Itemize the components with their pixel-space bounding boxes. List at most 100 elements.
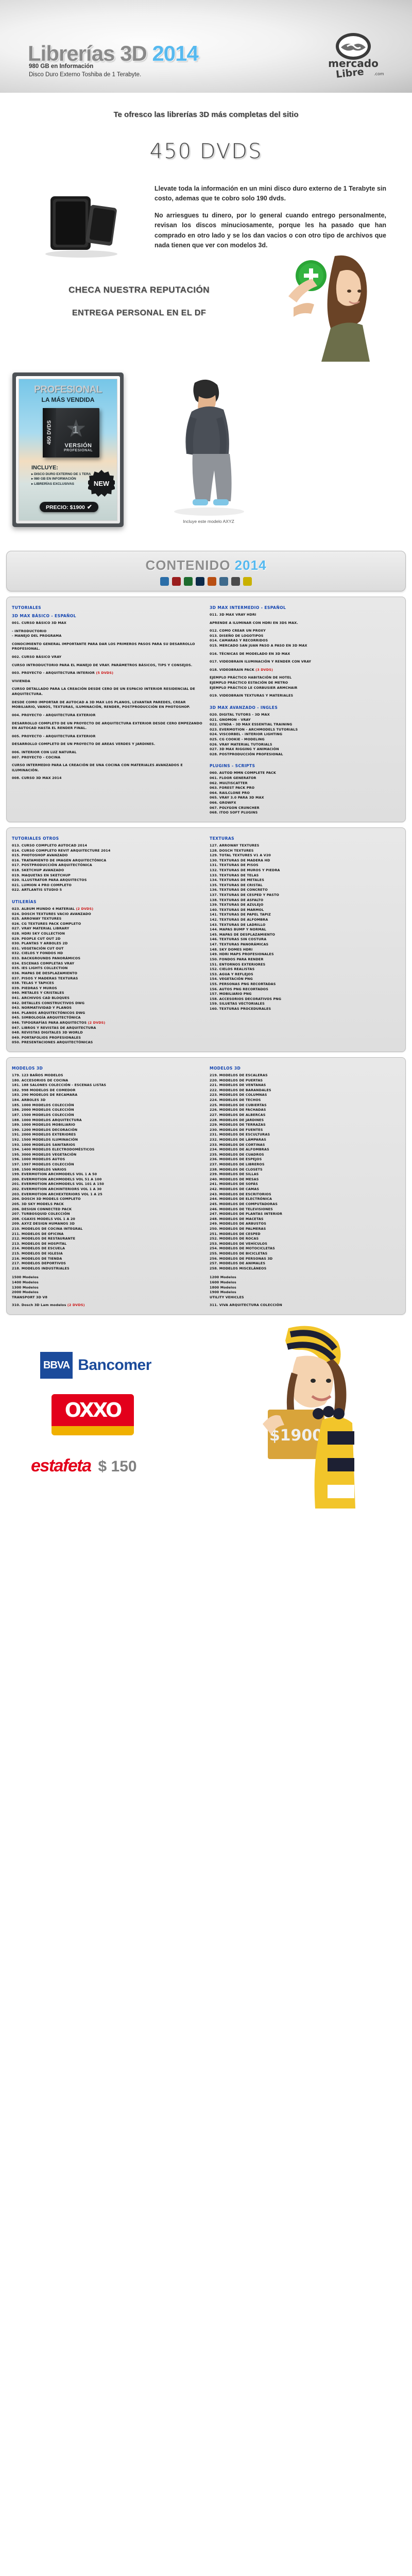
list-item: 135. TEXTURAS DE CRISTAL xyxy=(210,883,263,887)
list-item: 221. MODELOS DE VENTANAS xyxy=(210,1083,266,1088)
section-heading: 3D MAX BÁSICO - ESPAÑOL xyxy=(12,614,76,618)
dvd-count-badge: (2 DVDS) xyxy=(88,1021,106,1025)
list-item: 031. VEGETACIÓN CUT OUT xyxy=(12,946,64,951)
column-tutoriales-left: TUTORIALES 3D MAX BÁSICO - ESPAÑOL 001. CU… xyxy=(12,602,202,816)
brand-year: 2014 xyxy=(152,41,198,65)
list-item: 245. MODELOS DE COMPUTADORAS xyxy=(210,1201,278,1206)
list-item: 255. MODELOS DE BICICLETAS xyxy=(210,1251,268,1256)
list-item: 210. MODELOS DE COCINA INTEGRAL xyxy=(12,1226,83,1231)
list-item: 201. EVERMOTION ARCHMODELS VOL 101 A 150 xyxy=(12,1182,105,1187)
list-spacer xyxy=(210,699,400,702)
list-item: 152. CIELOS REALISTAS xyxy=(210,967,255,972)
list-item: 129. TOTAL TEXTURES V1 A V20 xyxy=(210,853,271,858)
reputation-heading: CHECA NUESTRA REPUTACIÓN xyxy=(68,285,210,295)
list-item: 047. LIBROS Y REVISTAS DE ARQUITECTURA xyxy=(12,1025,96,1030)
list-item: DESARROLLO COMPLETO DE UN PROYECTO DE AR… xyxy=(12,721,202,731)
list-item: 252. MODELOS DE ROCAS xyxy=(210,1236,259,1241)
reputation-photo xyxy=(288,255,370,362)
list-item: 025. CG COOKIE - MODELING xyxy=(210,737,265,741)
list-item: 223. MODELOS DE COLUMNAS xyxy=(210,1093,267,1097)
product-poster-frame: PROFESIONAL LA MÁS VENDIDA 450 DVDS ★ 1 … xyxy=(12,372,124,527)
dvd-version-subtitle: PROFESIONAL xyxy=(63,449,93,452)
list-item: 028. POSTPRODUCCIÓN PROFESIONAL xyxy=(210,752,283,756)
list-item: 258. MODELOS MISCELÁNEOS xyxy=(210,1266,267,1270)
list-item: 018. SKETCHUP AVANZADO xyxy=(12,868,64,872)
list-item: 233. MODELOS DE CORTINAS xyxy=(210,1142,265,1147)
axyz-model-photo xyxy=(174,379,244,516)
includes-list: DISCO DURO EXTERNO DE 1 TERA 980 GB EN I… xyxy=(31,472,91,486)
dvd-version-block: VERSIÓN PROFESIONAL xyxy=(58,443,98,452)
section-heading: MODELOS 3D xyxy=(210,1066,241,1071)
list-item: 145. MAPAS DE DESPLAZAMIENTO xyxy=(210,932,276,937)
list-item: 015. MERCADO SAN JUAN PASO A PASO EN 3D … xyxy=(210,643,307,648)
bbva-mark: BBVA xyxy=(40,1352,73,1379)
list-item: 155. PERSONAS PNG RECORTADAS xyxy=(210,981,276,986)
column-modelos-right: MODELOS 3D 219. MODELOS DE ESCALERAS 220. … xyxy=(210,1062,400,1271)
contenido-header: CONTENIDO 2014 xyxy=(6,551,406,591)
list-item: 247. MODELOS DE PLANTAS INTERIOR xyxy=(210,1212,283,1216)
content-panel-modelos: MODELOS 3D 179. 123 BAÑOS MODELOS 180. ACC… xyxy=(6,1057,406,1315)
list-item: 068. ITOO SOFT PLUGINS xyxy=(210,810,258,815)
section-heading: UTILERÍAS xyxy=(12,899,37,904)
3dsmax-icon xyxy=(160,577,169,586)
list-item: 141. TEXTURAS DE PAPEL TAPIZ xyxy=(210,912,271,917)
list-item: 034. ESCENAS COMPLETAS VRAY xyxy=(12,961,75,965)
list-item: 242. MODELOS DE CAMAS xyxy=(210,1187,260,1192)
list-item: 1900 Modelos xyxy=(210,1290,236,1295)
dvd-count-badge: (5 DVDS) xyxy=(96,671,114,675)
page-title: Librerías 3D 2014 xyxy=(28,41,199,66)
list-item: EJEMPLO PRÁCTICO HABITACIÓN DE HOTEL xyxy=(210,675,292,680)
column-modelos-left: MODELOS 3D 179. 123 BAÑOS MODELOS 180. ACC… xyxy=(12,1062,202,1271)
shipping-price: $ 150 xyxy=(98,1458,137,1476)
brand-name: Librerías 3D xyxy=(28,41,147,65)
list-item: 217. MODELOS DEPORTIVOS xyxy=(12,1261,66,1266)
list-item: 158. ACCESORIOS DECORATIVOS PNG xyxy=(210,996,282,1001)
promo-girl-photo: $1900 xyxy=(263,1326,355,1509)
column-tutoriales-right: 3D MAX INTERMEDIO - ESPAÑOL 011. 3D MAX V… xyxy=(210,602,400,816)
list-item: 153. AGUA Y REFLEJOS xyxy=(210,972,253,976)
list-item: 146. TEXTURAS SIN COSTURA xyxy=(210,937,267,942)
list-item: 020. DIGITAL TUTORS - 3D MAX xyxy=(210,712,270,717)
list-item: 1300 Modelos xyxy=(12,1285,39,1290)
poster-title: PROFESIONAL xyxy=(19,384,117,396)
delivery-heading: ENTREGA PERSONAL EN EL DF xyxy=(72,309,207,317)
list-item: 1600 Modelos xyxy=(210,1280,236,1285)
product-showcase: PROFESIONAL LA MÁS VENDIDA 450 DVDS ★ 1 … xyxy=(0,369,412,545)
list-item: 127. ARROWAY TEXTURES xyxy=(210,843,260,848)
list-item: 226. MODELOS DE FACHADAS xyxy=(210,1108,266,1112)
list-item: 198. 1500 MODELOS VARIOS xyxy=(12,1167,66,1172)
list-spacer xyxy=(210,757,400,760)
list-item: 160. TEXTURAS PROCEDURALES xyxy=(210,1007,271,1011)
list-item: 023. ALBUM MUNDO 4 MATERIAL (2 DVDS) xyxy=(12,906,94,911)
list-spacer xyxy=(12,893,202,896)
list-item: 063. FOREST PACK PRO xyxy=(210,786,255,790)
list-item: 202. EVERMOTION ARCHINTERIORS VOL 1 A 30 xyxy=(12,1187,102,1192)
section-heading: PLUGINS - SCRIPTS xyxy=(210,764,255,769)
list-item: 048. REVISTAS DIGITALES 3D WORLD xyxy=(12,1030,83,1035)
list-item: 227. MODELOS DE ALBERCAS xyxy=(210,1112,266,1117)
list-item: 191. 2000 MODELOS EXTERIORES xyxy=(12,1132,76,1137)
list-item: 188. 1000 MODELOS ARQUITECTURA xyxy=(12,1117,82,1122)
list-item: 2000 Modelos xyxy=(12,1290,39,1295)
list-item: 013. CURSO COMPLETO AUTOCAD 2014 xyxy=(12,843,88,848)
list-item: 016. TRATAMIENTO DE IMAGEN ARQUITECTÓNIC… xyxy=(12,858,107,862)
column-utilerias-left: TUTORIALES OTROS 013. CURSO COMPLETO AUTO… xyxy=(12,833,202,1045)
list-item: 197. 1997 MODELOS COLECCIÓN xyxy=(12,1162,74,1167)
list-item: 185. 1000 MODELOS COLECCIÓN xyxy=(12,1103,74,1107)
list-item: 041. ARCHIVOS CAD BLOQUES xyxy=(12,995,70,1000)
list-item: 154. VEGETACIÓN PNG xyxy=(210,977,253,981)
list-item: 007. PROYECTO - COCINA xyxy=(12,755,61,759)
mercadolibre-logo-icon: mercado Libre .com xyxy=(328,33,384,79)
list-item: 064. RAILCLONE PRO xyxy=(210,790,250,795)
list-item: 002. CURSO BÁSICO VRAY xyxy=(12,655,62,659)
list-item: CURSO DETALLADO PARA LA CREACIÓN DESDE C… xyxy=(12,687,195,697)
list-item: 014. CAMARAS Y RECORRIDOS xyxy=(210,638,268,643)
list-item: 136. TEXTURAS DE CONCRETO xyxy=(210,888,268,892)
list-item: 004. PROYECTO - ARQUITECTURA EXTERIOR xyxy=(12,713,96,717)
model-caption: Incluye este modelo AXYZ xyxy=(183,519,234,524)
corona-icon xyxy=(243,577,252,586)
contenido-title-year: 2014 xyxy=(234,557,267,573)
list-item: 024. DOSCH TEXTURES VACIO AVANZADO xyxy=(12,911,91,916)
list-item: 200. EVERMOTION ARCHMODELS VOL 51 A 100 xyxy=(12,1177,102,1181)
list-item: 024. VISCORBEL - INTERIOR LIGHTING xyxy=(210,732,283,737)
